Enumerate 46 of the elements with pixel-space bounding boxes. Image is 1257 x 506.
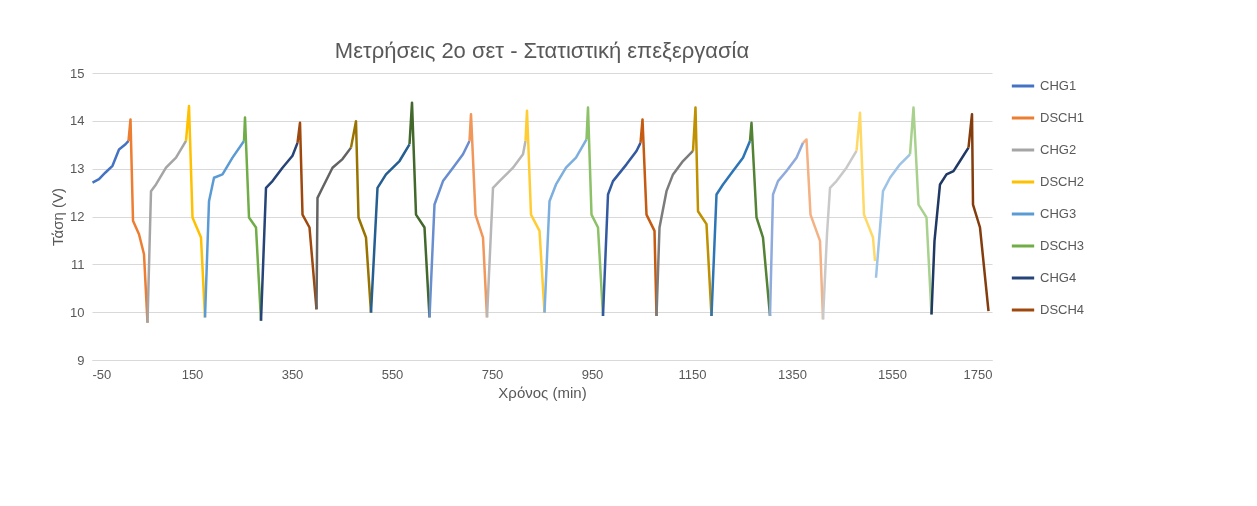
line-series [543, 138, 588, 314]
x-tick-label: 750 [481, 366, 504, 382]
x-tick-label: 150 [181, 366, 204, 382]
legend-label: CHG3 [1040, 206, 1077, 221]
line-series [485, 139, 527, 319]
legend-label: DSCH2 [1040, 174, 1085, 189]
line-series [203, 139, 246, 319]
y-axis-title: Τάση (V) [49, 188, 67, 246]
legend-label: CHG4 [1040, 270, 1077, 285]
x-tick-label: 1750 [963, 366, 993, 382]
x-tick-label: 550 [381, 366, 404, 382]
line-series [315, 146, 353, 311]
line-series [874, 153, 912, 279]
y-tick-label: 9 [77, 352, 85, 368]
x-tick-label: 950 [581, 366, 604, 382]
x-tick-label: 350 [281, 366, 304, 382]
line-series [930, 146, 970, 316]
line-series [428, 139, 471, 319]
x-tick-label: 1350 [778, 366, 807, 382]
x-axis-title: Χρόνος (min) [498, 383, 587, 401]
legend-label: DSCH4 [1040, 302, 1085, 317]
legend-label: DSCH3 [1040, 238, 1085, 253]
y-tick-label: 15 [70, 65, 85, 81]
chart-title: Μετρήσεις 2ο σετ - Στατιστική επεξεργασία [334, 38, 750, 63]
x-tick-label: 1550 [878, 366, 907, 382]
y-tick-label: 11 [71, 256, 85, 272]
line-series [601, 141, 642, 318]
line-series [259, 141, 299, 323]
y-tick-label: 10 [70, 304, 85, 320]
x-tick-label: -50 [92, 366, 112, 382]
y-tick-label: 13 [70, 161, 85, 177]
legend-label: CHG2 [1040, 142, 1077, 157]
legend-label: DSCH1 [1040, 110, 1085, 125]
y-tick-label: 12 [70, 209, 85, 224]
line-series [369, 143, 411, 314]
x-tick-label: 1150 [678, 366, 707, 382]
line-series [146, 139, 188, 324]
legend-label: CHG1 [1040, 78, 1077, 93]
line-series [655, 149, 695, 318]
line-series [855, 111, 877, 263]
line-series [768, 141, 805, 318]
line-series [821, 149, 858, 321]
line-series [91, 139, 130, 184]
line-series [967, 112, 990, 313]
line-series [710, 139, 752, 318]
y-tick-label: 14 [70, 113, 85, 129]
